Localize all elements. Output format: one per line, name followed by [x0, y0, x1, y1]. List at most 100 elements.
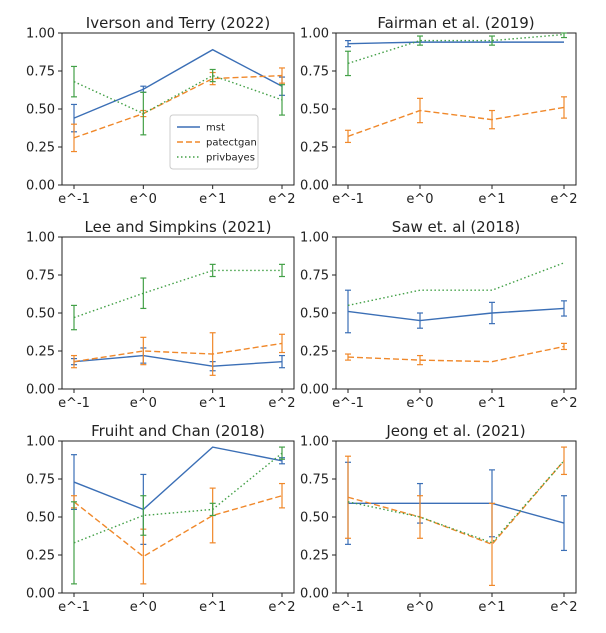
axes-frame: [61, 440, 295, 594]
x-tick-label: e^-1: [332, 192, 364, 207]
x-tick-label: e^0: [406, 192, 433, 207]
subplot-title: Jeong et al. (2021): [385, 422, 525, 440]
axes-frame: [61, 236, 295, 390]
x-tick-label: e^1: [478, 396, 505, 411]
y-tick-label: 0.00: [26, 587, 55, 602]
x-tick-label: e^0: [406, 600, 433, 615]
x-tick-label: e^-1: [58, 192, 90, 207]
legend: mst patectgan privbayes: [169, 114, 259, 170]
series-privbayes: [71, 65, 285, 136]
y-tick-label: 0.75: [26, 65, 55, 80]
y-tick-label: 0.25: [26, 345, 55, 360]
y-tick-label: 0.00: [26, 179, 55, 194]
x-tick-label: e^1: [199, 192, 226, 207]
series-line-patectgan: [347, 460, 565, 546]
y-tick-label: 1.00: [26, 231, 55, 246]
series-patectgan: [71, 482, 285, 585]
series-line-privbayes: [347, 262, 565, 307]
subplot-title: Iverson and Terry (2022): [86, 14, 270, 32]
series-line-patectgan: [73, 74, 283, 139]
series-line-mst: [347, 307, 565, 322]
y-tick-label: 0.00: [26, 383, 55, 398]
x-tick-label: e^2: [550, 192, 577, 207]
subplot-4: Saw et. al (2018) 0.00 0.25 0.50 0.75 1.00 e^-…: [300, 218, 578, 411]
subplot-2: Fairman et al. (2019) 0.00 0.25 0.50 0.75 1.0…: [300, 14, 578, 207]
series-line-privbayes: [73, 452, 283, 544]
subplot-3: Lee and Simpkins (2021) 0.00 0.25 0.50 0.75 1…: [26, 218, 296, 411]
series-privbayes: [347, 262, 565, 307]
y-tick-label: 0.25: [300, 141, 329, 156]
series-mst: [71, 347, 285, 372]
x-tick-label: e^1: [199, 396, 226, 411]
series-line-patectgan: [73, 342, 283, 363]
y-tick-label: 1.00: [26, 435, 55, 450]
y-tick-label: 1.00: [300, 435, 329, 450]
series-patectgan: [345, 96, 567, 144]
y-tick-label: 0.75: [26, 269, 55, 284]
x-tick-label: e^0: [406, 396, 433, 411]
series-privbayes: [71, 263, 285, 331]
x-tick-label: e^2: [268, 600, 295, 615]
series-patectgan: [71, 332, 285, 376]
y-tick-label: 0.00: [300, 179, 329, 194]
legend-box: [169, 114, 259, 170]
series-mst: [345, 461, 567, 552]
series-line-patectgan: [347, 345, 565, 363]
x-tick-label: e^2: [550, 600, 577, 615]
x-tick-label: e^-1: [332, 396, 364, 411]
series-line-privbayes: [73, 74, 283, 115]
series-line-mst: [73, 354, 283, 367]
y-tick-label: 0.50: [300, 511, 329, 526]
series-line-mst: [73, 48, 283, 119]
subplot-title: Saw et. al (2018): [392, 218, 520, 236]
y-tick-label: 1.00: [300, 231, 329, 246]
y-tick-label: 0.25: [300, 549, 329, 564]
series-patectgan: [345, 342, 567, 366]
series-line-privbayes: [347, 33, 565, 65]
x-tick-label: e^1: [478, 600, 505, 615]
series-line-patectgan: [73, 495, 283, 558]
y-tick-label: 0.50: [300, 103, 329, 118]
subplot-5: Fruiht and Chan (2018) 0.00 0.25 0.50 0.75 1.…: [26, 422, 296, 615]
axes-frame: [335, 236, 577, 390]
y-tick-label: 0.50: [26, 511, 55, 526]
legend-label-patectgan: patectgan: [206, 138, 257, 149]
series-mst: [71, 446, 285, 545]
series-privbayes: [71, 446, 285, 585]
y-tick-label: 0.25: [26, 141, 55, 156]
y-tick-label: 0.25: [26, 549, 55, 564]
legend-label-mst: mst: [206, 123, 225, 134]
x-tick-label: e^-1: [332, 600, 364, 615]
x-tick-label: e^0: [130, 396, 157, 411]
y-tick-label: 0.00: [300, 383, 329, 398]
subplot-6: Jeong et al. (2021) 0.00 0.25 0.50 0.75 1.00 e…: [300, 422, 578, 615]
series-patectgan: [345, 446, 567, 587]
subplot-title: Lee and Simpkins (2021): [85, 218, 272, 236]
series-line-privbayes: [347, 460, 565, 544]
subplot-title: Fairman et al. (2019): [377, 14, 534, 32]
y-tick-label: 0.25: [300, 345, 329, 360]
series-line-mst: [347, 41, 564, 45]
series-privbayes: [347, 460, 565, 544]
series-line-mst: [348, 502, 565, 524]
y-tick-label: 0.75: [300, 473, 329, 488]
y-tick-label: 1.00: [26, 27, 55, 42]
subplot-1: Iverson and Terry (2022) 0.00 0.25 0.50 0.75…: [26, 14, 296, 207]
subplot-title: Fruiht and Chan (2018): [91, 422, 265, 440]
x-tick-label: e^0: [130, 600, 157, 615]
y-tick-label: 0.00: [300, 587, 329, 602]
series-patectgan: [71, 67, 285, 153]
series-mst: [345, 289, 567, 334]
x-tick-label: e^-1: [58, 396, 90, 411]
x-tick-label: e^1: [199, 600, 226, 615]
x-tick-label: e^1: [478, 192, 505, 207]
y-tick-label: 1.00: [300, 27, 329, 42]
y-tick-label: 0.50: [26, 103, 55, 118]
x-tick-label: e^2: [550, 396, 577, 411]
y-tick-label: 0.50: [300, 307, 329, 322]
series-privbayes: [345, 32, 567, 77]
y-tick-label: 0.50: [26, 307, 55, 322]
y-tick-label: 0.75: [26, 473, 55, 488]
series-line-patectgan: [347, 106, 565, 138]
